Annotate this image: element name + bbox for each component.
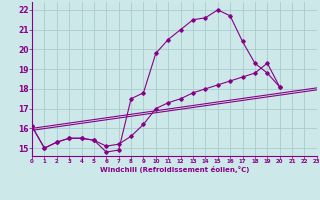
X-axis label: Windchill (Refroidissement éolien,°C): Windchill (Refroidissement éolien,°C) <box>100 166 249 173</box>
